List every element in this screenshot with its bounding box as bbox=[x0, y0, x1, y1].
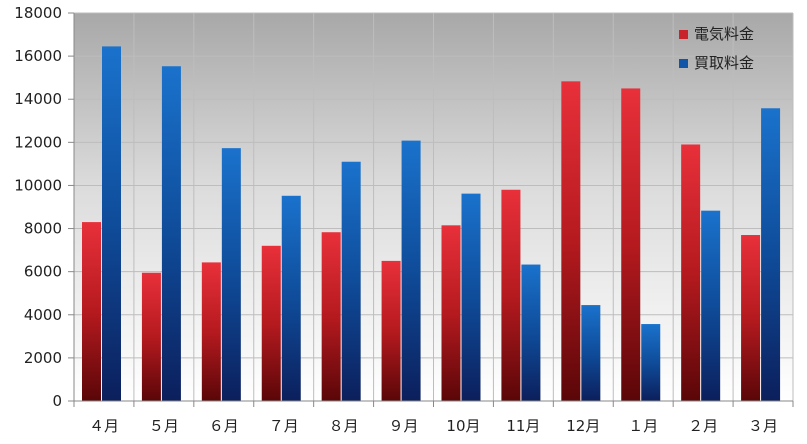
bar-purchase bbox=[521, 264, 541, 401]
bar-electricity bbox=[681, 144, 701, 401]
bar-electricity bbox=[321, 232, 341, 401]
x-tick-label: ２月 bbox=[688, 417, 718, 435]
x-tick-label: 11月 bbox=[506, 417, 540, 435]
bar-purchase bbox=[221, 148, 241, 401]
y-tick-label: 0 bbox=[52, 392, 62, 410]
bar-purchase bbox=[641, 324, 661, 401]
bar-electricity bbox=[381, 260, 401, 401]
y-tick-label: 18000 bbox=[14, 4, 62, 22]
x-tick-label: ６月 bbox=[209, 417, 239, 435]
bar-electricity bbox=[621, 88, 641, 401]
bar-purchase bbox=[761, 108, 781, 401]
x-tick-label: ８月 bbox=[329, 417, 359, 435]
y-tick-label: 10000 bbox=[14, 176, 62, 194]
y-tick-label: 12000 bbox=[14, 133, 62, 151]
bar-purchase bbox=[341, 161, 361, 401]
x-tick-label: 12月 bbox=[566, 417, 600, 435]
x-tick-label: ９月 bbox=[389, 417, 419, 435]
bar-purchase bbox=[581, 305, 601, 401]
bar-purchase bbox=[461, 193, 481, 401]
bars bbox=[82, 46, 781, 402]
bar-electricity bbox=[261, 245, 281, 401]
legend-swatch-electricity bbox=[679, 30, 688, 39]
bar-purchase bbox=[401, 140, 421, 401]
bar-purchase bbox=[701, 210, 721, 401]
bar-electricity bbox=[441, 225, 461, 401]
y-tick-label: 4000 bbox=[24, 306, 62, 324]
x-tick-label: ３月 bbox=[748, 417, 778, 435]
axes: 0 2000 4000 6000 8000 10000 12000 14000 16000 180… bbox=[14, 4, 794, 435]
legend-label-purchase: 買取料金 bbox=[694, 54, 754, 72]
y-tick-label: 14000 bbox=[14, 90, 62, 108]
x-tick-label: 10月 bbox=[446, 417, 480, 435]
x-tick-label: ４月 bbox=[89, 417, 119, 435]
bar-electricity bbox=[741, 235, 761, 401]
legend-label-electricity: 電気料金 bbox=[694, 25, 754, 43]
bar-purchase bbox=[161, 66, 181, 402]
bar-electricity bbox=[141, 272, 161, 401]
y-tick-label: 6000 bbox=[24, 263, 62, 281]
y-tick-label: 16000 bbox=[14, 47, 62, 65]
bar-purchase bbox=[281, 195, 301, 401]
bar-purchase bbox=[102, 46, 121, 402]
bar-electricity bbox=[201, 262, 221, 401]
bar-electricity bbox=[501, 189, 521, 401]
bar-electricity bbox=[82, 222, 101, 401]
x-tick-label: ７月 bbox=[269, 417, 299, 435]
y-tick-label: 8000 bbox=[24, 220, 62, 238]
legend-swatch-purchase bbox=[679, 59, 688, 68]
legend: 電気料金 買取料金 bbox=[679, 25, 754, 72]
bar-electricity bbox=[561, 81, 581, 401]
x-tick-label: ５月 bbox=[149, 417, 179, 435]
x-tick-label: １月 bbox=[628, 417, 658, 435]
y-tick-label: 2000 bbox=[24, 349, 62, 367]
